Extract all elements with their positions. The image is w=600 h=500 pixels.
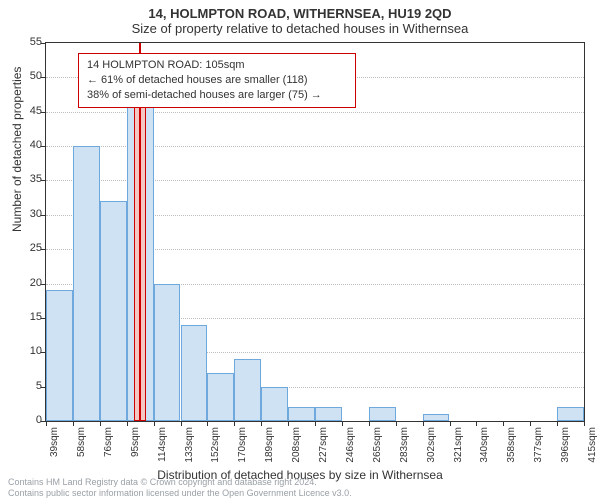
info-box: 14 HOLMPTON ROAD: 105sqm← 61% of detache… [78,53,356,108]
xtick-mark [450,421,451,426]
xtick-mark [100,421,101,426]
ytick-label: 5 [12,380,42,392]
plot-area: 14 HOLMPTON ROAD: 105sqm← 61% of detache… [45,42,585,422]
histogram-bar [181,325,208,421]
xtick-mark [369,421,370,426]
ytick-label: 35 [12,173,42,185]
xtick-label: 208sqm [291,427,302,463]
ytick-label: 55 [12,36,42,48]
histogram-bar [369,407,396,421]
xtick-mark [234,421,235,426]
xtick-mark [154,421,155,426]
info-line3: 38% of semi-detached houses are larger (… [87,88,347,103]
ytick-label: 45 [12,105,42,117]
xtick-label: 415sqm [587,427,598,463]
page-subtitle: Size of property relative to detached ho… [0,21,600,38]
xtick-mark [396,421,397,426]
xtick-label: 227sqm [318,427,329,463]
xtick-label: 170sqm [237,427,248,463]
xtick-label: 377sqm [533,427,544,463]
info-line2: ← 61% of detached houses are smaller (11… [87,73,347,88]
xtick-label: 58sqm [76,427,87,457]
xtick-label: 396sqm [560,427,571,463]
xtick-label: 246sqm [345,427,356,463]
xtick-label: 39sqm [49,427,60,457]
xtick-mark [530,421,531,426]
xtick-label: 283sqm [399,427,410,463]
histogram-bar [100,201,127,421]
xtick-mark [584,421,585,426]
xtick-label: 95sqm [130,427,141,457]
histogram-bar [423,414,450,421]
footer-line2: Contains public sector information licen… [8,488,352,499]
histogram-bar [288,407,315,421]
xtick-mark [261,421,262,426]
info-line1: 14 HOLMPTON ROAD: 105sqm [87,58,347,73]
xtick-label: 152sqm [210,427,221,463]
ytick-label: 25 [12,242,42,254]
ytick-label: 40 [12,139,42,151]
histogram-bar [154,284,181,421]
ytick-label: 10 [12,345,42,357]
histogram-bar [73,146,100,421]
xtick-mark [288,421,289,426]
footer-line1: Contains HM Land Registry data © Crown c… [8,477,352,488]
xtick-label: 302sqm [426,427,437,463]
xtick-mark [476,421,477,426]
xtick-label: 133sqm [184,427,195,463]
chart-area: 14 HOLMPTON ROAD: 105sqm← 61% of detache… [45,42,585,422]
histogram-bar [557,407,584,421]
xtick-label: 340sqm [479,427,490,463]
page-title: 14, HOLMPTON ROAD, WITHERNSEA, HU19 2QD [0,0,600,21]
histogram-bar [207,373,234,421]
xtick-label: 265sqm [372,427,383,463]
xtick-mark [207,421,208,426]
ytick-label: 50 [12,70,42,82]
histogram-bar [315,407,342,421]
ytick-label: 15 [12,311,42,323]
xtick-label: 189sqm [264,427,275,463]
xtick-label: 321sqm [453,427,464,463]
xtick-mark [73,421,74,426]
xtick-label: 114sqm [157,427,168,462]
xtick-mark [315,421,316,426]
xtick-mark [557,421,558,426]
xtick-mark [423,421,424,426]
xtick-label: 358sqm [506,427,517,463]
xtick-mark [342,421,343,426]
footer-attribution: Contains HM Land Registry data © Crown c… [8,477,352,499]
xtick-label: 76sqm [103,427,114,457]
histogram-bar [46,290,73,421]
xtick-mark [127,421,128,426]
xtick-mark [181,421,182,426]
ytick-label: 30 [12,208,42,220]
xtick-mark [46,421,47,426]
histogram-bar [261,387,288,421]
ytick-label: 20 [12,277,42,289]
xtick-mark [503,421,504,426]
histogram-bar [234,359,261,421]
ytick-label: 0 [12,414,42,426]
